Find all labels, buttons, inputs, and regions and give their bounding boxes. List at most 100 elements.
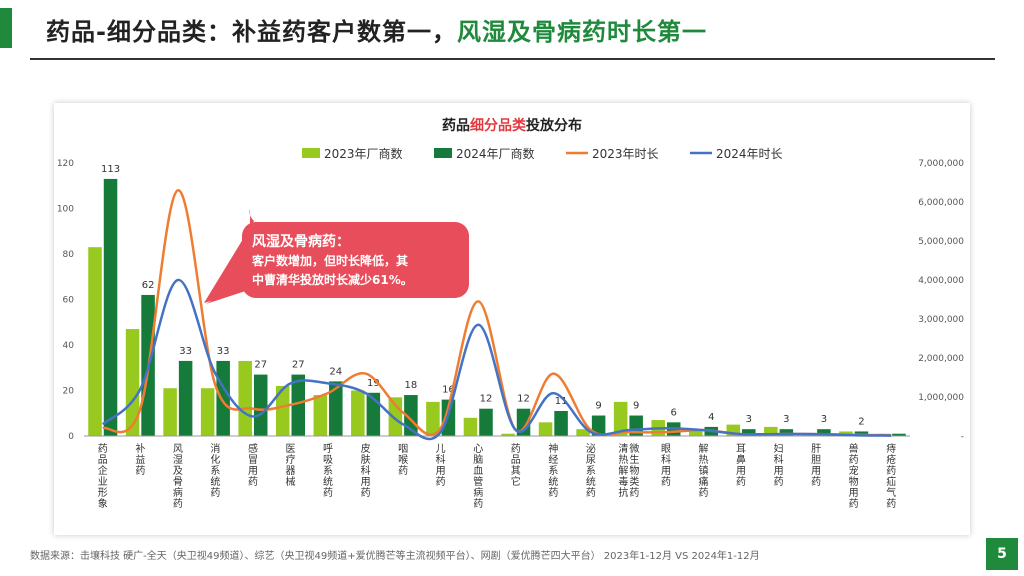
legend-label-1: 2024年厂商数 [456, 146, 535, 161]
category-char: 械 [286, 475, 296, 488]
data-label-9: 16 [442, 385, 455, 396]
category-char: 生 [629, 453, 639, 466]
category-char: 肤 [361, 453, 371, 466]
category-char: 药 [586, 487, 596, 499]
category-label-19: 肝胆用药 [811, 443, 821, 488]
category-char: 象 [98, 498, 108, 510]
bar-2023-11 [501, 433, 515, 436]
category-char: 统 [548, 475, 558, 488]
category-label-5: 医疗器械 [286, 443, 296, 488]
y-left-tick-4: 80 [63, 250, 75, 260]
category-char: 药 [173, 498, 183, 510]
category-char: 补 [135, 442, 145, 455]
page-title: 药品-细分品类：补益药客户数第一，风湿及骨病药时长第一 [46, 12, 707, 47]
category-char: 药 [629, 487, 639, 499]
data-label-20: 2 [858, 416, 864, 427]
chart-title-part-1: 细分品类 [470, 117, 527, 134]
bar-2023-4 [238, 360, 252, 436]
category-char: 药 [323, 487, 333, 499]
category-label-16: 解热镇痛药 [699, 442, 709, 499]
category-char: 用 [436, 466, 446, 477]
bar-2024-18 [779, 429, 794, 436]
y-right-tick-7: 7,000,000 [918, 159, 964, 169]
data-label-2: 33 [179, 346, 192, 357]
category-char: 药 [811, 476, 821, 488]
y-right-tick-0: - [961, 432, 964, 442]
bar-2024-12 [554, 410, 568, 436]
y-right-tick-5: 5,000,000 [918, 237, 964, 247]
category-label-1: 补益药 [135, 442, 145, 477]
category-char: 药 [98, 443, 108, 455]
bar-2023-0 [88, 247, 102, 436]
category-char: 病 [473, 486, 483, 499]
category-char: 科 [436, 453, 446, 466]
category-char: 湿 [173, 454, 183, 466]
category-char: 泌 [586, 442, 596, 455]
title-divider [30, 58, 995, 60]
category-char: 热 [618, 453, 628, 466]
data-label-6: 24 [329, 366, 342, 377]
category-char: 药 [886, 498, 896, 510]
category-label-14-0: 清热解毒抗 [618, 442, 628, 499]
category-char: 血 [473, 464, 483, 477]
category-char: 药 [849, 498, 859, 510]
legend-label-3: 2024年时长 [716, 147, 783, 161]
bar-2023-1 [125, 329, 140, 436]
page-number-badge: 5 [986, 538, 1018, 570]
category-char: 喉 [398, 454, 408, 466]
bar-2023-18 [764, 426, 778, 436]
category-char: 痛 [699, 475, 709, 488]
category-char: 科 [661, 453, 671, 466]
data-label-12: 11 [555, 396, 568, 407]
category-char: 神 [548, 442, 558, 455]
category-char: 药 [511, 443, 521, 455]
category-char: 抗 [618, 486, 628, 499]
legend-swatch-0 [302, 148, 320, 158]
callout-box [242, 222, 469, 298]
category-char: 药 [436, 476, 446, 488]
category-char: 痔 [886, 442, 896, 455]
bar-2024-2 [178, 360, 193, 436]
category-label-6: 呼吸系统药 [323, 443, 333, 499]
bar-2023-13 [576, 429, 590, 436]
category-char: 系 [586, 465, 596, 477]
category-char: 热 [699, 453, 709, 466]
category-label-7: 皮肤科用药 [361, 442, 371, 499]
bar-2023-10 [463, 417, 478, 436]
category-char: 药 [886, 465, 896, 477]
category-char: 用 [849, 488, 859, 499]
category-label-21: 痔疮药疝气药 [886, 442, 896, 510]
category-label-15: 眼科用药 [661, 443, 671, 488]
category-char: 科 [361, 464, 371, 477]
category-char: 形 [98, 487, 108, 499]
y-left-tick-1: 20 [63, 387, 75, 397]
category-char: 胆 [811, 454, 821, 466]
category-label-20: 兽药宠物用药 [849, 442, 859, 510]
y-right-tick-3: 3,000,000 [918, 315, 964, 325]
category-char: 物 [629, 464, 639, 477]
bar-2023-17 [726, 424, 741, 436]
bar-2023-16 [688, 431, 703, 436]
data-label-3: 33 [217, 346, 230, 357]
category-char: 肝 [811, 443, 821, 455]
category-char: 妇 [774, 442, 784, 455]
category-char: 益 [135, 453, 145, 466]
category-char: 统 [210, 475, 220, 488]
bar-2024-21 [892, 433, 906, 436]
category-label-17: 耳鼻用药 [736, 443, 746, 488]
category-char: 医 [286, 443, 296, 455]
line-series-2023 [102, 189, 892, 437]
y-left-tick-3: 60 [63, 296, 75, 306]
chart-title: 药品细分品类投放分布 [442, 117, 582, 134]
category-char: 疝 [886, 475, 896, 488]
data-label-0: 113 [101, 164, 120, 175]
category-char: 及 [173, 465, 183, 477]
data-label-10: 12 [480, 394, 493, 405]
category-char: 经 [548, 453, 558, 466]
category-char: 心 [473, 443, 483, 455]
bar-2024-11 [516, 408, 531, 436]
category-char: 毒 [618, 475, 628, 488]
category-char: 骨 [173, 476, 183, 488]
bar-2023-9 [426, 401, 440, 436]
data-label-8: 18 [405, 380, 418, 391]
